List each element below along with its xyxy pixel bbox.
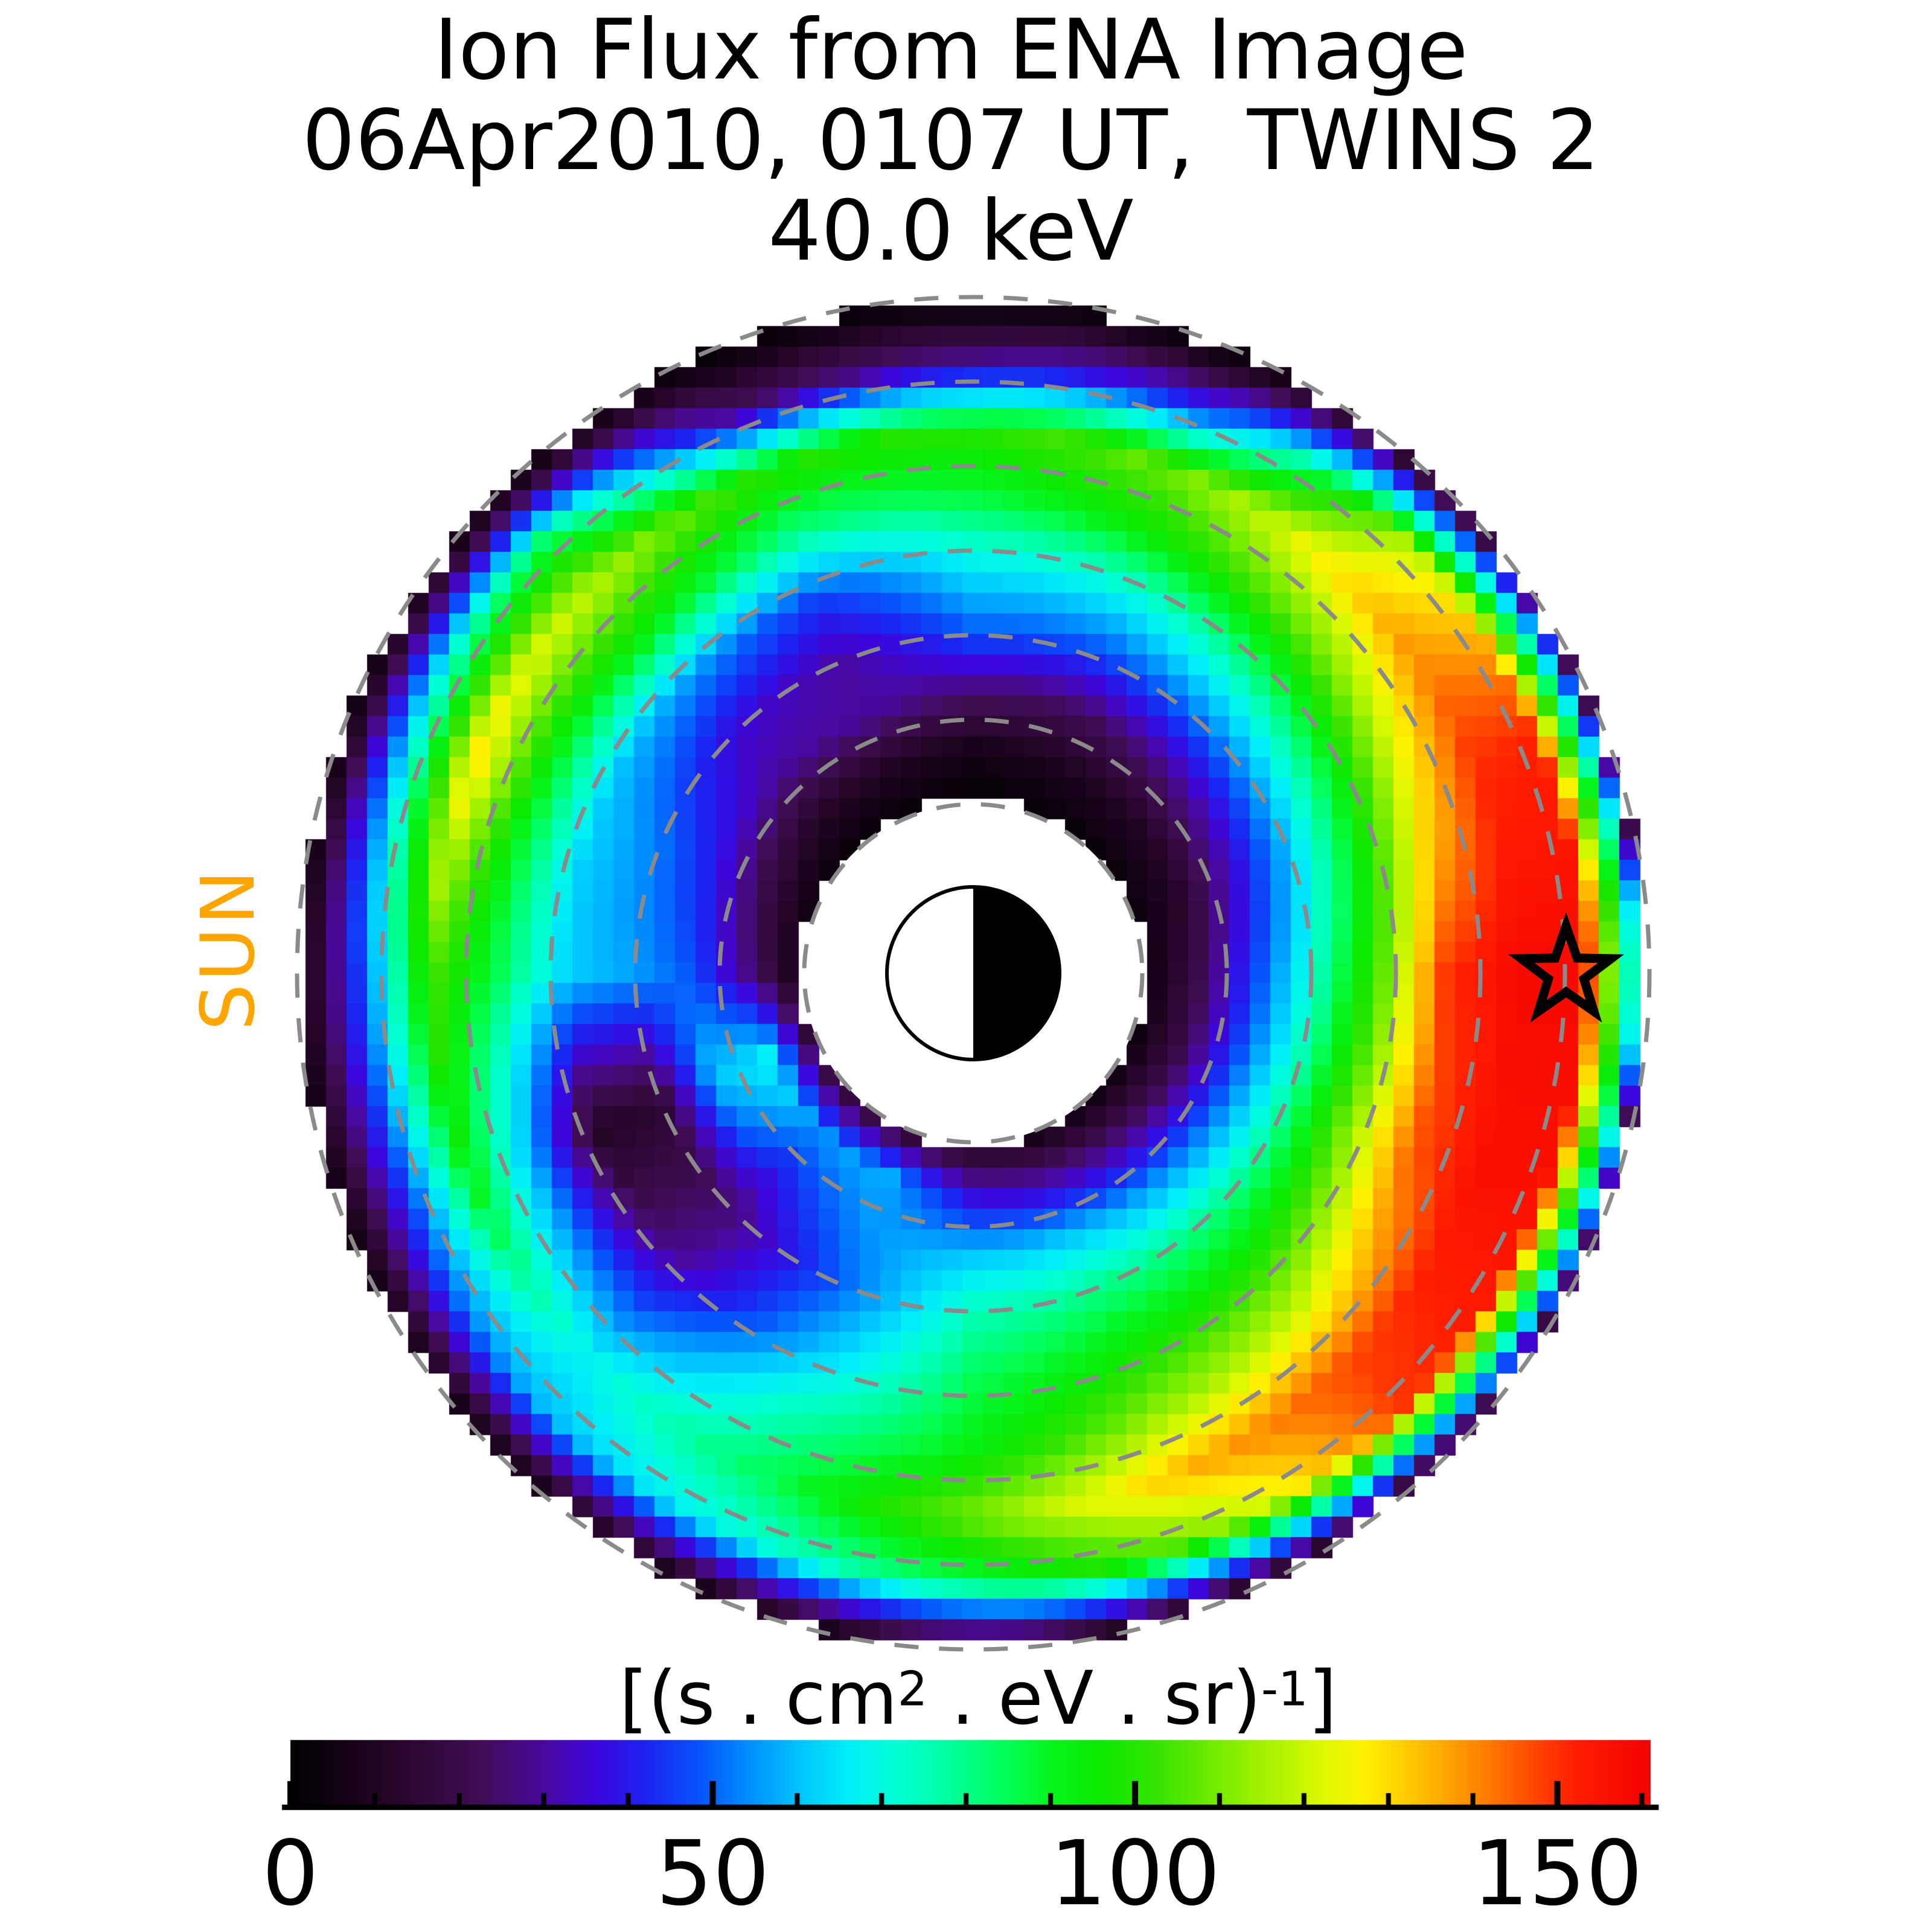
colorbar-tick-label: 0	[261, 1822, 319, 1925]
ring-8re	[295, 295, 1652, 1652]
title-line-1: Ion Flux from ENA Image	[433, 1, 1468, 98]
colorbar-tick-label: 100	[1049, 1822, 1221, 1925]
l-shell-dashed-rings	[295, 295, 1652, 1652]
unit-part-2: . eV . sr)	[927, 1655, 1261, 1741]
ring-7re	[379, 379, 1567, 1567]
ring-4re	[633, 633, 1314, 1314]
unit-sup-minus1: -1	[1261, 1662, 1308, 1717]
colorbar-tick-label: 50	[656, 1822, 770, 1925]
star-marker-icon	[1508, 912, 1625, 1023]
colorbar-tick-label: 150	[1472, 1822, 1643, 1925]
ring-3re	[717, 717, 1229, 1229]
title-line-2: 06Apr2010, 0107 UT, TWINS 2	[302, 92, 1600, 189]
sun-direction-label: SUN	[185, 868, 271, 1031]
ring-2re	[802, 802, 1145, 1145]
unit-part-1: [(s . cm	[619, 1655, 898, 1741]
unit-sup-2: 2	[897, 1662, 928, 1717]
earth-symbol-icon	[885, 885, 1061, 1061]
figure-title: Ion Flux from ENA Image 06Apr2010, 0107 …	[0, 5, 1902, 277]
ring-6re	[464, 464, 1483, 1483]
title-line-3: 40.0 keV	[768, 182, 1134, 280]
ring-5re	[548, 548, 1398, 1398]
colorbar-unit-label: [(s . cm2 . eV . sr)-1]	[0, 1655, 1932, 1741]
earth-nightside	[973, 887, 1060, 1060]
unit-part-3: ]	[1308, 1655, 1337, 1741]
